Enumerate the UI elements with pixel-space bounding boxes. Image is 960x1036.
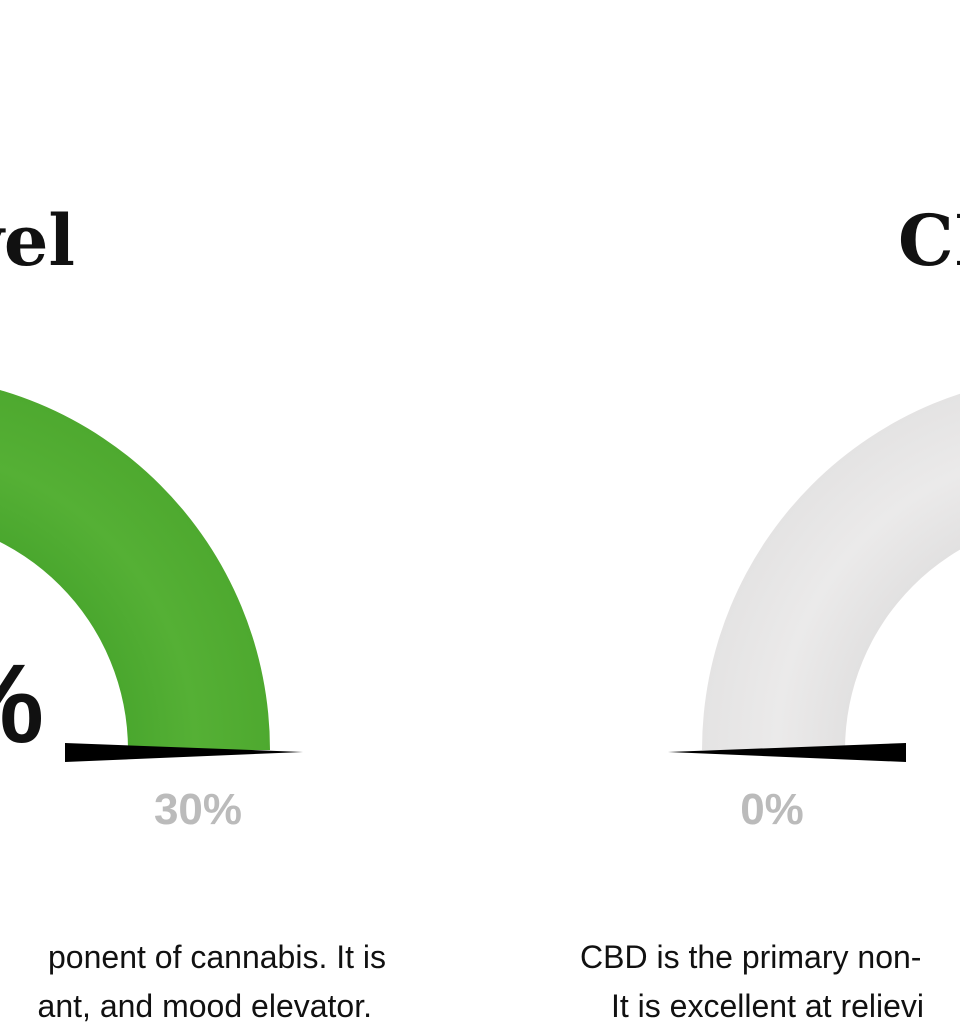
description-line: ant, and mood elevator. [38,988,372,1024]
gauge-needle [65,743,303,762]
description-line: It is excellent at relievi [611,988,924,1024]
gauge-arc [702,393,960,750]
scale-label: 0% [740,785,804,834]
description-line: CBD is the primary non- [580,939,921,975]
gauge-title: CB [898,199,960,282]
gauge-needle [668,743,906,762]
gauge-arc [0,390,270,750]
gauge-title: vel [0,199,75,282]
gauge-value: % [0,641,44,766]
scale-label: 30% [154,785,242,834]
description-line: ponent of cannabis. It is [48,939,386,975]
